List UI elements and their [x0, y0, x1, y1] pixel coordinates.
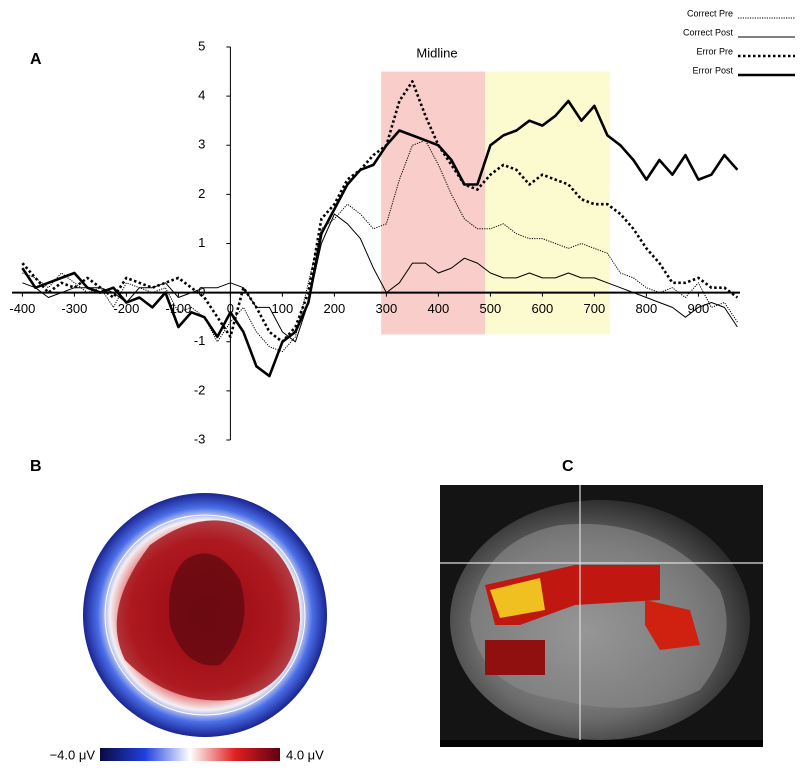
legend-label: Correct Post: [683, 27, 734, 37]
x-tick-label: -300: [61, 301, 87, 316]
x-tick-label: 500: [480, 301, 502, 316]
colorbar-min-label: −4.0 μV: [50, 747, 96, 762]
y-tick-label: 2: [198, 186, 205, 201]
legend: Correct Pre Correct Post Error Pre Error Po…: [683, 8, 795, 77]
x-tick-label: 400: [428, 301, 450, 316]
x-tick-label: 300: [376, 301, 398, 316]
legend-label: Error Post: [692, 65, 733, 75]
y-tick-label: 4: [198, 88, 205, 103]
panel-label: B: [30, 458, 42, 475]
x-tick-label: 0: [227, 301, 234, 316]
y-tick-label: 5: [198, 38, 205, 53]
x-tick-label: -400: [9, 301, 35, 316]
y-tick-label: -2: [194, 382, 206, 397]
series-line: [21, 99, 739, 378]
brain-image: [440, 485, 763, 747]
panel-label: C: [562, 458, 574, 475]
x-tick-label: 200: [324, 301, 346, 316]
colorbar-max-label: 4.0 μV: [286, 747, 324, 762]
chart-title: Midline: [416, 45, 457, 60]
x-tick-label: 900: [688, 301, 710, 316]
y-tick-label: -1: [194, 333, 206, 348]
x-tick-label: 700: [584, 301, 606, 316]
y-tick-label: -3: [194, 431, 206, 446]
y-tick-label: 0: [198, 284, 205, 299]
x-tick-label: 800: [636, 301, 658, 316]
x-tick-label: 100: [272, 301, 294, 316]
legend-label: Error Pre: [696, 46, 733, 56]
series-line: [22, 139, 738, 353]
x-tick-label: 600: [532, 301, 554, 316]
panel-label: A: [30, 51, 42, 68]
shaded-region: [381, 71, 486, 335]
legend-label: Correct Pre: [687, 8, 733, 18]
series-line: [22, 213, 738, 343]
shaded-region: [485, 71, 610, 335]
colorbar: [100, 748, 280, 761]
y-tick-label: 1: [198, 235, 205, 250]
y-tick-label: 3: [198, 137, 205, 152]
topographic-map: [83, 493, 327, 737]
x-tick-label: -200: [113, 301, 139, 316]
